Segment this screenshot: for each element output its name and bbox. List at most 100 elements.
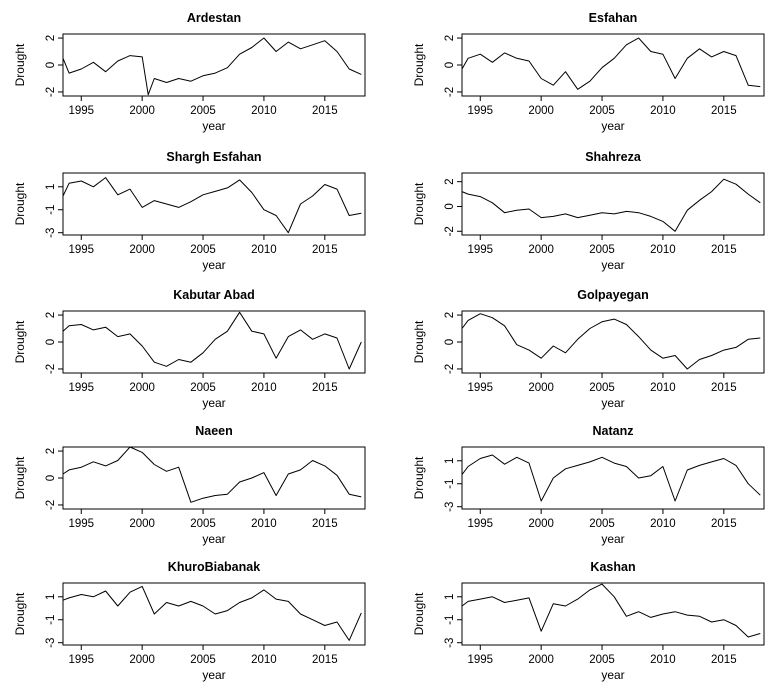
y-tick-label: 2 bbox=[45, 35, 57, 41]
y-axis-label: Drought bbox=[13, 456, 27, 499]
y-tick-label: 0 bbox=[444, 62, 456, 68]
y-axis-label: Drought bbox=[13, 592, 27, 635]
chart-title: Natanz bbox=[593, 424, 634, 438]
x-tick-label: 2015 bbox=[312, 105, 338, 117]
chart-title: Naeen bbox=[195, 424, 233, 438]
y-tick-label: -1 bbox=[444, 615, 456, 625]
y-tick-label: -2 bbox=[444, 364, 456, 374]
x-tick-label: 1995 bbox=[467, 105, 493, 117]
y-tick-label: 0 bbox=[45, 339, 57, 345]
x-tick-label: 2005 bbox=[190, 654, 216, 666]
chart-panel: Kabutar Abad 1995 2000 2005 2010 2015 2 0 -2 year… bbox=[13, 288, 366, 410]
plot-frame bbox=[62, 446, 366, 510]
x-axis-label: year bbox=[202, 668, 225, 682]
chart-title: KhuroBiabanak bbox=[168, 560, 260, 574]
drought-series-line bbox=[62, 311, 362, 370]
x-tick-label: 2000 bbox=[129, 382, 155, 394]
y-axis-label: Drought bbox=[412, 320, 426, 363]
x-tick-label: 2000 bbox=[528, 244, 554, 256]
x-axis-label: year bbox=[202, 532, 225, 546]
x-tick-label: 1995 bbox=[467, 244, 493, 256]
x-tick-label: 2005 bbox=[589, 244, 615, 256]
y-tick-label: 0 bbox=[444, 339, 456, 345]
y-tick-label: -1 bbox=[45, 615, 57, 625]
x-tick-label: 2005 bbox=[589, 382, 615, 394]
y-tick-label: -2 bbox=[45, 364, 57, 374]
x-tick-label: 1995 bbox=[68, 382, 94, 394]
x-tick-label: 2010 bbox=[650, 244, 676, 256]
x-axis-label: year bbox=[601, 258, 624, 272]
drought-series-line bbox=[62, 585, 362, 641]
x-tick-label: 2005 bbox=[589, 654, 615, 666]
chart-title: Shahreza bbox=[585, 150, 642, 164]
plot-frame bbox=[461, 33, 765, 97]
chart-title: Shargh Esfahan bbox=[166, 150, 261, 164]
y-tick-label: -2 bbox=[444, 87, 456, 97]
x-tick-label: 2015 bbox=[312, 654, 338, 666]
chart-title: Kabutar Abad bbox=[173, 288, 255, 302]
chart-panel: Ardestan 1995 2000 2005 2010 2015 2 0 -2 year Drou… bbox=[13, 11, 366, 133]
chart-panel: Shargh Esfahan 1995 2000 2005 2010 2015 1 -1 -3 y… bbox=[13, 150, 366, 272]
y-tick-label: 0 bbox=[45, 475, 57, 481]
plot-frame bbox=[461, 446, 765, 510]
x-axis-label: year bbox=[601, 668, 624, 682]
y-axis-label: Drought bbox=[13, 43, 27, 86]
y-axis-label: Drought bbox=[412, 182, 426, 225]
chart-panel: KhuroBiabanak 1995 2000 2005 2010 2015 1 -1 -3 ye… bbox=[13, 560, 366, 682]
x-tick-label: 1995 bbox=[68, 518, 94, 530]
x-tick-label: 2010 bbox=[251, 105, 277, 117]
y-tick-label: -1 bbox=[45, 205, 57, 215]
x-tick-label: 2010 bbox=[251, 244, 277, 256]
y-axis-label: Drought bbox=[13, 182, 27, 225]
chart-panel: Shahreza 1995 2000 2005 2010 2015 2 0 -2 year Drou… bbox=[412, 150, 765, 272]
y-tick-label: -2 bbox=[45, 87, 57, 97]
x-axis-label: year bbox=[202, 396, 225, 410]
x-tick-label: 2010 bbox=[650, 105, 676, 117]
chart-panel: Esfahan 1995 2000 2005 2010 2015 2 0 -2 year Droug… bbox=[412, 11, 765, 133]
x-tick-label: 2010 bbox=[650, 382, 676, 394]
chart-panel: Naeen 1995 2000 2005 2010 2015 2 0 -2 year Drought bbox=[13, 424, 366, 546]
x-tick-label: 2010 bbox=[251, 382, 277, 394]
y-tick-label: 2 bbox=[444, 35, 456, 41]
drought-series-line bbox=[461, 37, 761, 90]
x-axis-label: year bbox=[601, 532, 624, 546]
x-tick-label: 2005 bbox=[190, 244, 216, 256]
x-tick-label: 1995 bbox=[68, 105, 94, 117]
x-axis-label: year bbox=[601, 396, 624, 410]
chart-title: Esfahan bbox=[589, 11, 638, 25]
x-tick-label: 2010 bbox=[650, 654, 676, 666]
x-tick-label: 2000 bbox=[129, 244, 155, 256]
x-tick-label: 2005 bbox=[589, 518, 615, 530]
drought-series-line bbox=[461, 454, 761, 502]
y-axis-label: Drought bbox=[412, 592, 426, 635]
x-tick-label: 2000 bbox=[528, 382, 554, 394]
plot-frame bbox=[461, 172, 765, 236]
x-tick-label: 1995 bbox=[68, 654, 94, 666]
y-axis-label: Drought bbox=[412, 456, 426, 499]
x-tick-label: 2005 bbox=[190, 518, 216, 530]
x-tick-label: 2000 bbox=[129, 654, 155, 666]
y-tick-label: 1 bbox=[45, 184, 57, 190]
drought-series-line bbox=[62, 37, 362, 96]
y-tick-label: -2 bbox=[444, 226, 456, 236]
drought-series-line bbox=[461, 313, 761, 370]
x-tick-label: 2015 bbox=[711, 244, 737, 256]
chart-panel: Golpayegan 1995 2000 2005 2010 2015 2 0 -2 year Dr… bbox=[412, 288, 765, 410]
chart-title: Ardestan bbox=[187, 11, 241, 25]
x-axis-label: year bbox=[601, 119, 624, 133]
y-tick-label: -2 bbox=[45, 500, 57, 510]
drought-series-line bbox=[62, 446, 362, 503]
x-tick-label: 2000 bbox=[528, 105, 554, 117]
x-tick-label: 2005 bbox=[190, 382, 216, 394]
y-tick-label: 1 bbox=[444, 458, 456, 464]
x-tick-label: 2000 bbox=[528, 518, 554, 530]
y-tick-label: -3 bbox=[444, 638, 456, 648]
x-axis-label: year bbox=[202, 258, 225, 272]
x-tick-label: 2000 bbox=[129, 105, 155, 117]
y-tick-label: -3 bbox=[45, 228, 57, 238]
y-tick-label: -1 bbox=[444, 479, 456, 489]
x-tick-label: 2015 bbox=[711, 105, 737, 117]
x-tick-label: 2015 bbox=[312, 518, 338, 530]
